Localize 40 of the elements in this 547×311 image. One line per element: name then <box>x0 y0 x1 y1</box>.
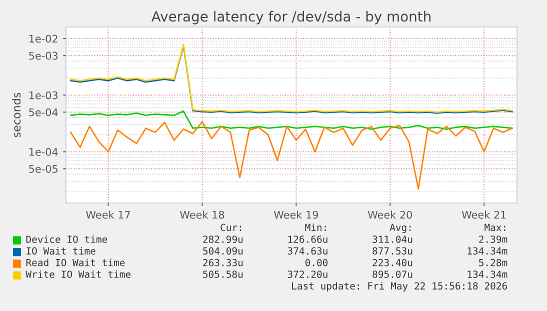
text: 126.66u <box>288 236 328 243</box>
text: 504.09u <box>203 247 243 255</box>
text: 311.04u <box>372 236 412 243</box>
text: 223.40u <box>372 258 412 266</box>
text: 134.34m <box>468 270 508 278</box>
text: Cur: <box>220 224 242 232</box>
text: 505.58u <box>203 270 243 278</box>
text: Avg: <box>390 224 411 234</box>
y-tick-label: 5e-04 <box>29 108 58 116</box>
legend-label: Read IO Wait time <box>26 258 125 266</box>
text: 263.33u <box>203 258 243 266</box>
legend-label: Device IO time <box>26 235 108 243</box>
y-axis-title: seconds <box>12 92 21 138</box>
legend-label: Write IO Wait time <box>26 270 130 278</box>
text: 877.53u <box>372 247 412 255</box>
y-tick-label: 1e-04 <box>29 148 58 156</box>
y-tick-label: 5e-05 <box>29 164 58 173</box>
chart-title: Average latency for /dev/sda - by month <box>151 10 430 24</box>
x-tick-label: Week 18 <box>180 210 224 219</box>
x-tick-label: Week 21 <box>462 210 506 219</box>
text: 134.34m <box>468 247 508 255</box>
x-tick-label: Week 20 <box>368 210 412 219</box>
text: Max: <box>484 224 506 232</box>
legend-label: IO Wait time <box>26 247 96 255</box>
line-series <box>70 120 513 190</box>
y-tick-label: 1e-03 <box>29 91 58 100</box>
text: 374.63u <box>288 247 328 255</box>
text: 372.20u <box>288 270 328 278</box>
x-tick-label: Week 19 <box>274 210 318 219</box>
text: 5.28m <box>479 258 508 266</box>
text: 2.39m <box>479 236 508 243</box>
text: Last update: Fri May 22 15:56:18 2026 <box>292 282 507 292</box>
y-tick-label: 5e-03 <box>29 52 58 60</box>
text: 895.07u <box>372 270 412 278</box>
text: 0.00 <box>305 258 328 266</box>
y-tick-label: 1e-02 <box>29 34 58 43</box>
x-tick-label: Week 17 <box>86 210 130 219</box>
text: Min: <box>305 224 326 231</box>
text: 282.99u <box>203 236 243 243</box>
line-series <box>70 110 513 130</box>
